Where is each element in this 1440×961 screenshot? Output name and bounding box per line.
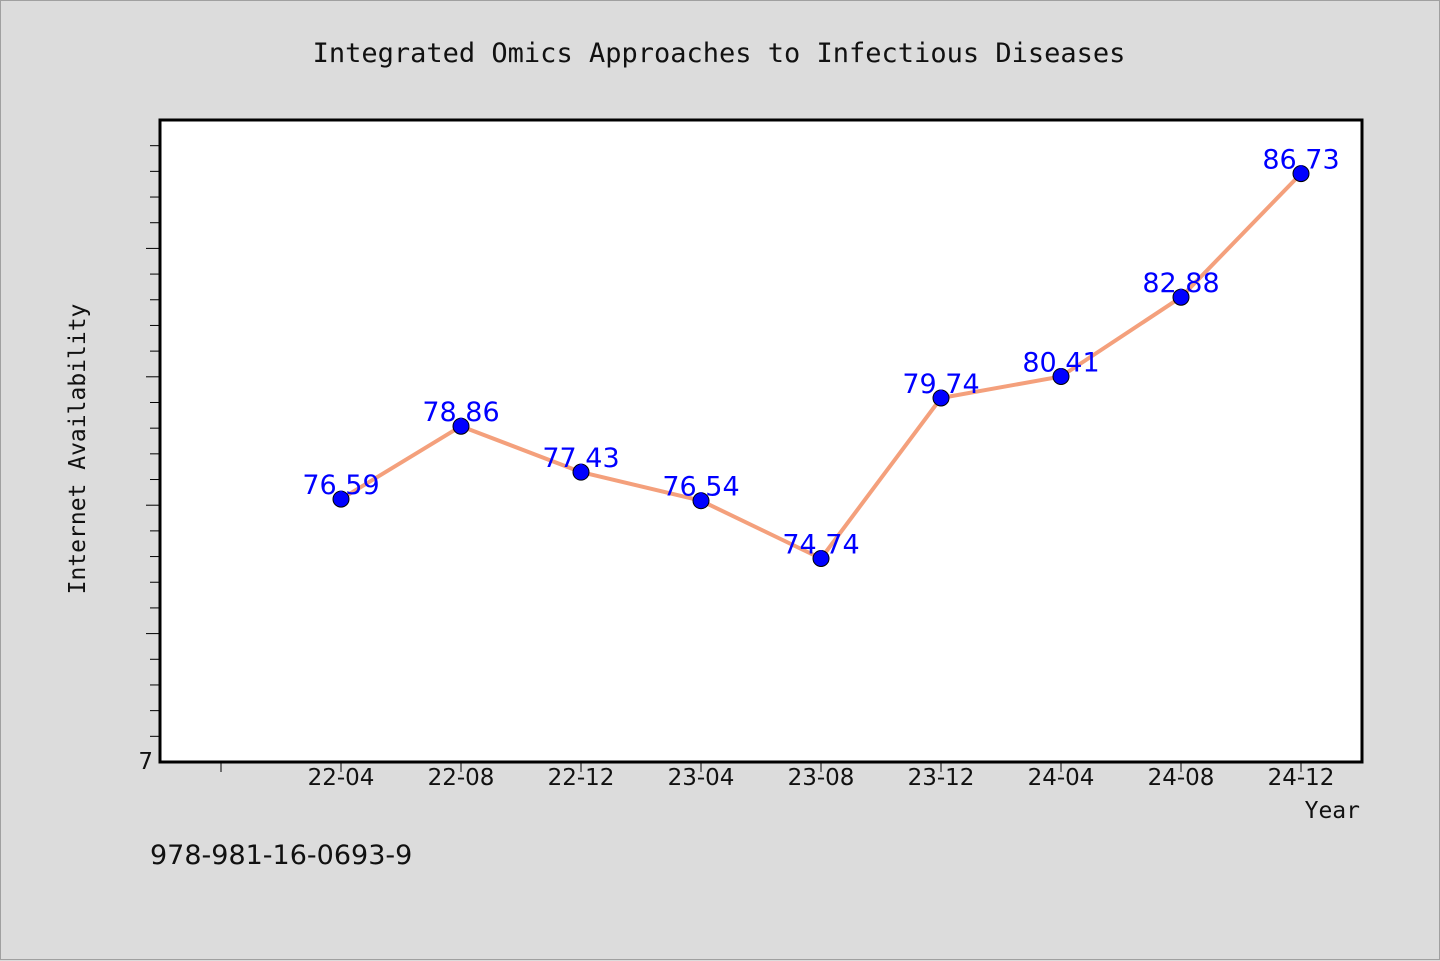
x-tick-label: 23-12 bbox=[908, 765, 975, 791]
data-point bbox=[452, 417, 470, 435]
x-tick-label: 22-04 bbox=[308, 765, 375, 791]
data-label: 76.59 bbox=[302, 470, 379, 501]
data-point bbox=[812, 549, 830, 567]
data-label: 79.74 bbox=[902, 369, 979, 400]
data-label: 86.73 bbox=[1262, 145, 1339, 176]
data-point bbox=[932, 389, 950, 407]
x-tick-label: 22-08 bbox=[428, 765, 495, 791]
x-tick-labels: 22-04 22-08 22-12 23-04 23-08 23-12 24-04 24-08… bbox=[308, 765, 1335, 791]
y-tick-label: 7 bbox=[138, 749, 153, 775]
x-tick-label: 22-12 bbox=[548, 765, 615, 791]
data-point bbox=[572, 463, 590, 481]
data-point bbox=[692, 492, 710, 510]
x-axis-label: Year bbox=[1305, 798, 1360, 824]
x-tick-label: 23-04 bbox=[668, 765, 735, 791]
x-tick-label: 24-08 bbox=[1148, 765, 1215, 791]
data-point bbox=[332, 490, 350, 508]
data-label: 78.86 bbox=[422, 397, 499, 428]
x-tick-label: 23-08 bbox=[788, 765, 855, 791]
data-label: 80.41 bbox=[1022, 347, 1099, 378]
data-point bbox=[1052, 367, 1070, 385]
plot-area bbox=[158, 118, 1364, 764]
x-tick-label: 24-04 bbox=[1028, 765, 1095, 791]
data-markers bbox=[332, 165, 1310, 567]
isbn-text: 978-981-16-0693-9 bbox=[150, 840, 412, 871]
y-axis-label: Internet Availability bbox=[65, 304, 91, 595]
data-label: 82.88 bbox=[1142, 268, 1219, 299]
data-label: 74.74 bbox=[782, 529, 859, 560]
x-axis-ticks bbox=[220, 762, 1302, 772]
data-label: 76.54 bbox=[662, 472, 739, 503]
x-tick-label: 24-12 bbox=[1268, 765, 1335, 791]
data-labels: 76.59 78.86 77.43 76.54 74.74 79.74 80.41 82.88… bbox=[302, 145, 1339, 561]
data-point bbox=[1172, 288, 1190, 306]
y-axis-ticks bbox=[146, 145, 160, 737]
data-label: 77.43 bbox=[542, 443, 619, 474]
chart-title: Integrated Omics Approaches to Infectiou… bbox=[313, 38, 1126, 69]
data-point bbox=[1292, 165, 1310, 183]
